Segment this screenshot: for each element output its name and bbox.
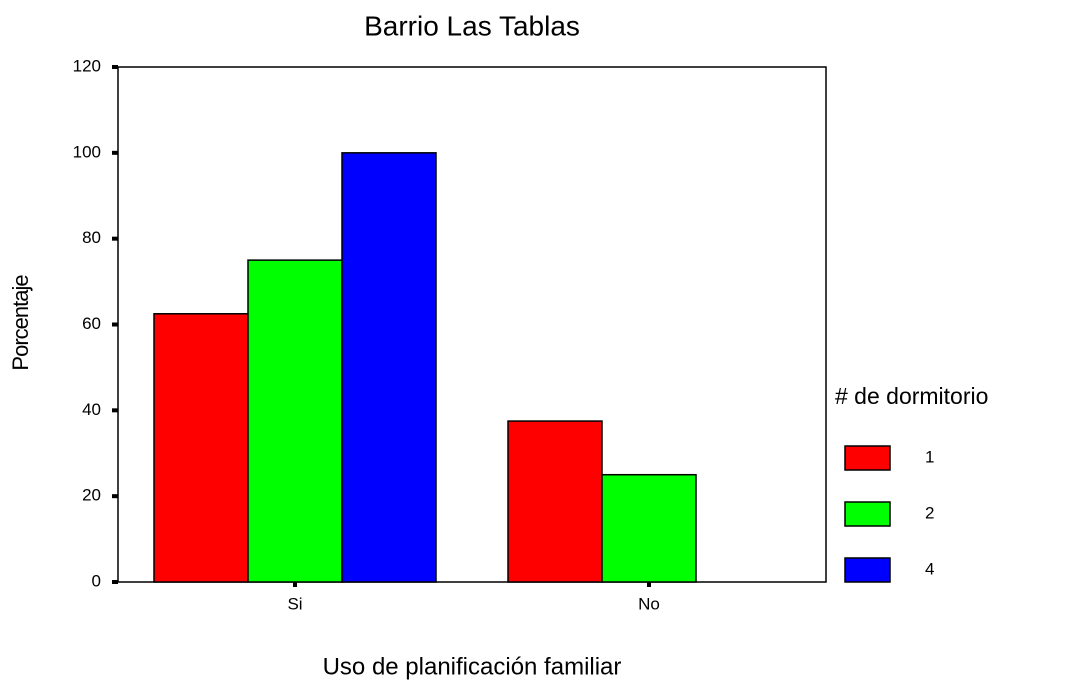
- legend-title: # de dormitorio: [835, 383, 988, 409]
- y-tick-label: 100: [73, 142, 101, 161]
- x-axis-label: Uso de planificación familiar: [323, 653, 622, 680]
- legend-swatch: [844, 557, 891, 583]
- bar: [507, 420, 603, 583]
- x-tick-label: Si: [287, 594, 302, 613]
- y-tick-label: 60: [82, 314, 101, 333]
- y-tick-label: 20: [82, 486, 101, 505]
- y-tick-label: 80: [82, 228, 101, 247]
- bar: [341, 152, 437, 583]
- bar: [601, 473, 697, 583]
- legend-label: 4: [925, 559, 934, 578]
- y-tick-label: 40: [82, 400, 101, 419]
- y-axis-label: Porcentaje: [8, 275, 33, 371]
- y-tick-label: 120: [73, 56, 101, 75]
- legend-label: 2: [925, 503, 934, 522]
- x-tick-label: No: [638, 594, 660, 613]
- legend-label: 1: [925, 447, 934, 466]
- legend-swatch: [844, 445, 891, 471]
- y-tick-label: 0: [92, 571, 101, 590]
- bar: [153, 313, 249, 583]
- bar: [247, 259, 343, 583]
- chart-title: Barrio Las Tablas: [364, 10, 580, 41]
- legend-swatch: [844, 501, 891, 527]
